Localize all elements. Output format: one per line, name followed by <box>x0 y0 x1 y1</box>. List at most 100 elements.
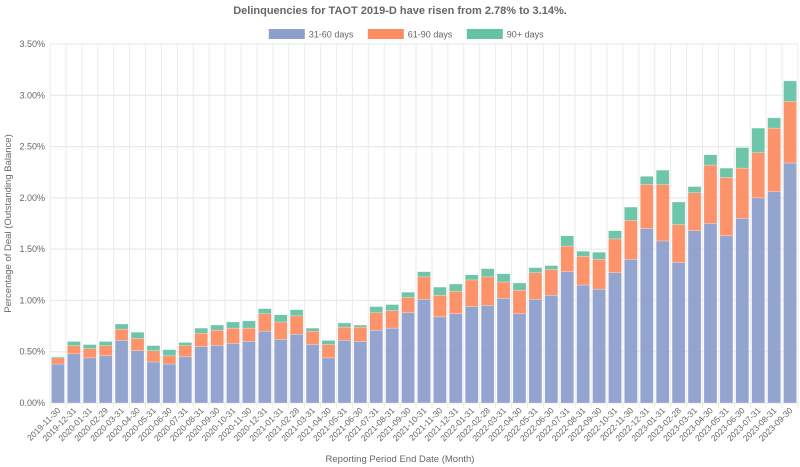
bar-segment <box>321 340 336 345</box>
bar-segment <box>751 152 765 199</box>
bar-segment <box>178 356 193 404</box>
bar-segment <box>703 164 718 224</box>
bar-segment <box>385 304 399 311</box>
bar-segment <box>449 313 463 404</box>
bar-segment <box>512 289 527 315</box>
bar-segment <box>576 256 590 286</box>
bar-segment <box>687 230 702 404</box>
bar-segment <box>305 330 320 345</box>
y-tick-label: 0.00% <box>19 398 45 408</box>
bar-segment <box>671 262 686 404</box>
bar-segment <box>735 167 750 219</box>
bar-segment <box>369 329 384 404</box>
bar-segment <box>321 344 336 359</box>
bar-segment <box>496 273 511 283</box>
bar-segment <box>544 265 559 270</box>
bar-segment <box>719 235 734 404</box>
bar-segment <box>385 327 399 404</box>
bar-segment <box>114 323 129 330</box>
bar-segment <box>369 312 384 331</box>
bar-segment <box>162 355 177 365</box>
bar-segment <box>560 271 575 404</box>
bar-segment <box>751 127 765 153</box>
bar-segment <box>114 328 129 341</box>
bar-segment <box>401 297 415 313</box>
bar-segment <box>337 322 352 328</box>
bar-segment <box>305 327 320 332</box>
bar-segment <box>162 349 177 357</box>
legend-swatch <box>367 29 404 39</box>
bar-segment <box>687 186 702 193</box>
bar-segment <box>496 298 511 404</box>
bar-segment <box>178 345 193 358</box>
bar-segment <box>624 220 638 260</box>
bar-segment <box>130 338 145 351</box>
bar-segment <box>226 327 240 344</box>
bar-segment <box>273 321 288 340</box>
bar-segment <box>210 329 224 346</box>
bar-segment <box>289 315 304 335</box>
bar-segment <box>226 321 240 329</box>
bar-segment <box>528 267 543 273</box>
bar-segment <box>98 341 113 346</box>
bar-segment <box>464 274 479 281</box>
bar-segment <box>258 313 272 332</box>
bar-segment <box>576 284 590 404</box>
bar-segment <box>640 228 654 404</box>
legend-label: 61-90 days <box>408 30 453 40</box>
bar-segment <box>385 310 399 329</box>
chart-title: Delinquencies for TAOT 2019-D have risen… <box>233 5 567 17</box>
bar-segment <box>464 279 479 307</box>
legend-swatch <box>466 29 503 39</box>
bar-segment <box>289 309 304 317</box>
bar-segment <box>735 218 750 404</box>
bar-segment <box>83 348 97 359</box>
bar-segment <box>687 192 702 231</box>
bar-segment <box>289 334 304 404</box>
y-tick-label: 2.50% <box>19 142 45 152</box>
bar-segment <box>98 355 113 404</box>
bar-segment <box>592 288 606 404</box>
bar-segment <box>114 340 129 404</box>
bar-segment <box>751 197 765 404</box>
bar-segment <box>576 250 590 257</box>
bar-segment <box>242 341 256 404</box>
bar-segment <box>51 357 65 365</box>
bar-segment <box>608 272 622 404</box>
bar-segment <box>433 295 447 318</box>
bar-segment <box>210 345 224 404</box>
bar-segment <box>337 340 352 404</box>
bar-segment <box>67 353 81 404</box>
bar-segment <box>433 286 447 296</box>
bar-segment <box>464 306 479 404</box>
bar-segment <box>194 333 208 347</box>
bar-segment <box>655 240 670 404</box>
legend-label: 90+ days <box>507 30 544 40</box>
bar-segment <box>273 339 288 404</box>
bar-segment <box>321 357 336 404</box>
bar-segment <box>242 327 256 342</box>
bar-segment <box>401 291 415 298</box>
bar-segment <box>337 326 352 341</box>
bar-segment <box>353 326 368 342</box>
bar-segment <box>703 223 718 404</box>
bar-segment <box>146 345 161 351</box>
bar-segment <box>305 344 320 404</box>
legend-swatch <box>268 29 305 39</box>
legend-label: 31-60 days <box>309 30 354 40</box>
y-axis-title: Percentage of Deal (Outstanding Balance) <box>3 134 14 313</box>
bar-segment <box>512 282 527 291</box>
bar-segment <box>194 346 208 404</box>
bar-segment <box>608 230 622 240</box>
bar-segment <box>560 245 575 272</box>
bar-segment <box>480 268 495 278</box>
bar-segment <box>624 259 638 404</box>
bar-segment <box>449 283 463 292</box>
bar-segment <box>655 169 670 185</box>
bar-segment <box>353 324 368 328</box>
bar-segment <box>146 350 161 363</box>
bar-segment <box>640 176 654 185</box>
bar-segment <box>767 191 781 404</box>
bar-segment <box>83 344 97 349</box>
